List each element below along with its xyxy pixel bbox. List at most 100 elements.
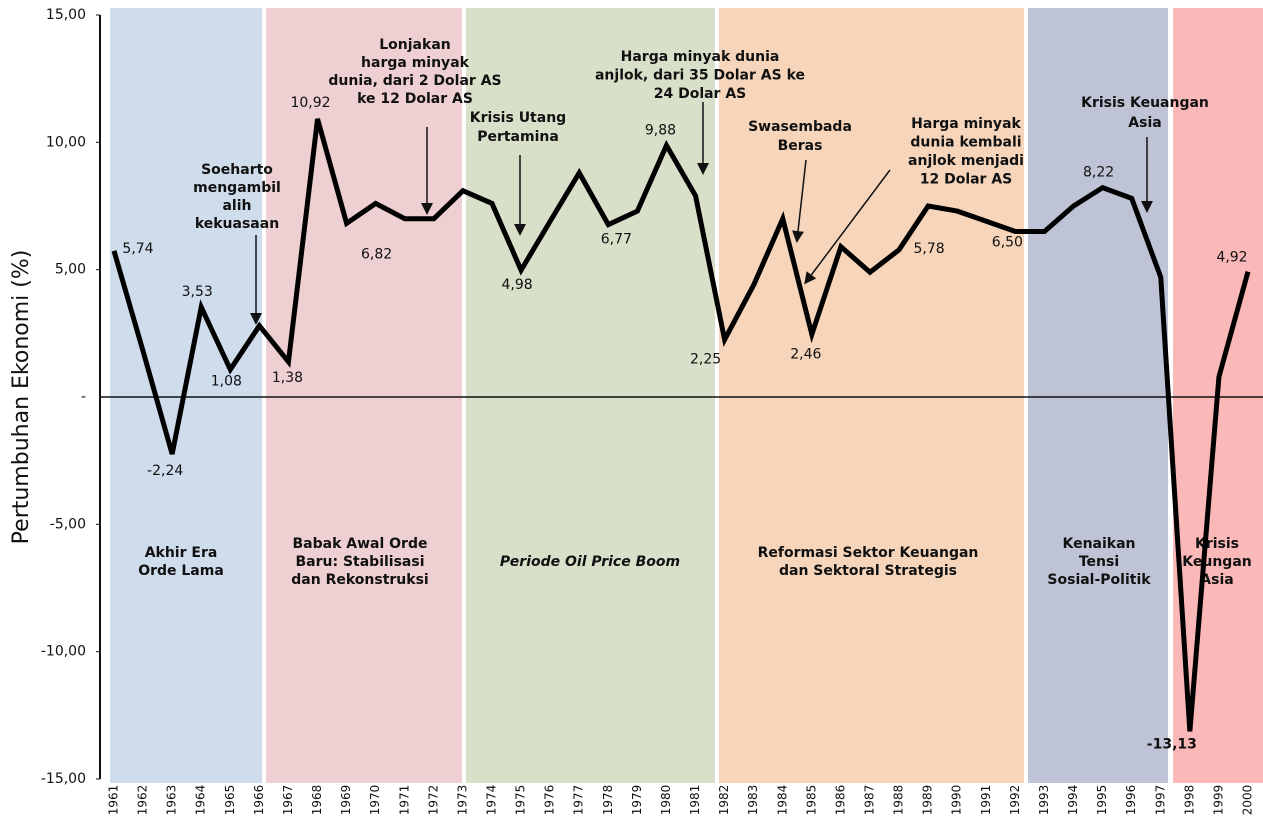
y-tick-label: 10,00 <box>46 134 86 150</box>
annotation: harga minyak <box>361 55 470 71</box>
x-tick-label: 1999 <box>1211 785 1225 816</box>
value-label: 5,78 <box>913 241 944 257</box>
value-label: 2,46 <box>790 346 821 362</box>
x-tick-label: 1997 <box>1153 785 1167 816</box>
period-label: Sosial-Politik <box>1047 572 1151 588</box>
x-tick-label: 1968 <box>310 785 324 816</box>
value-label: 8,22 <box>1083 165 1114 181</box>
annotation: Krisis Keuangan <box>1081 95 1209 111</box>
x-tick-label: 1973 <box>455 785 469 816</box>
annotation: anjlok, dari 35 Dolar AS ke <box>595 68 805 84</box>
x-tick-label: 1990 <box>950 785 964 816</box>
period-label: Orde Lama <box>138 563 224 579</box>
value-label: 10,92 <box>290 95 330 111</box>
period-label: Keungan <box>1182 554 1251 570</box>
y-tick-label: -10,00 <box>41 644 86 660</box>
annotation: Harga minyak dunia <box>621 49 780 65</box>
x-tick-label: 1975 <box>514 785 528 816</box>
x-tick-label: 1962 <box>136 785 150 816</box>
period-label: Tensi <box>1079 554 1119 570</box>
annotation: Harga minyak <box>911 116 1021 132</box>
value-label: 3,53 <box>182 284 213 300</box>
x-tick-label: 1976 <box>543 785 557 816</box>
band <box>266 8 462 783</box>
period-label: dan Sektoral Strategis <box>779 563 957 579</box>
period-label: Asia <box>1200 572 1233 588</box>
x-tick-label: 1988 <box>892 785 906 816</box>
annotation: Soeharto <box>201 162 273 178</box>
x-tick-label: 1969 <box>339 785 353 816</box>
y-tick-label: 5,00 <box>55 262 86 278</box>
x-tick-label: 1978 <box>601 785 615 816</box>
period-bands <box>110 8 1263 783</box>
y-tick-label: -15,00 <box>41 771 86 787</box>
value-label: 2,25 <box>690 352 721 368</box>
x-tick-label: 1963 <box>165 785 179 816</box>
value-label: 1,38 <box>272 370 303 386</box>
x-tick-label: 1977 <box>572 785 586 816</box>
y-tick-label: 15,00 <box>46 7 86 23</box>
y-axis-label: Pertumbuhan Ekonomi (%) <box>9 250 34 545</box>
period-label: Reformasi Sektor Keuangan <box>758 545 979 561</box>
annotation: anjlok menjadi <box>908 153 1024 169</box>
annotation: mengambil <box>193 180 281 196</box>
x-tick-label: 1982 <box>717 785 731 816</box>
annotation: Asia <box>1128 115 1161 131</box>
band <box>719 8 1024 783</box>
x-tick-label: 1985 <box>804 785 818 816</box>
x-tick-label: 1965 <box>223 785 237 816</box>
period-label: Babak Awal Orde <box>293 536 428 552</box>
annotation: kekuasaan <box>195 216 279 232</box>
period-label: Krisis <box>1195 536 1239 552</box>
x-tick-label: 1995 <box>1095 785 1109 816</box>
x-tick-label: 1992 <box>1008 785 1022 816</box>
period-label: Kenaikan <box>1062 536 1135 552</box>
value-label: 6,77 <box>601 232 632 248</box>
x-tick-label: 1984 <box>775 785 789 816</box>
annotation: Beras <box>778 138 823 154</box>
value-label: 1,08 <box>211 373 242 389</box>
annotation-arrow <box>792 159 807 243</box>
x-tick-label: 1994 <box>1066 785 1080 816</box>
annotation: ke 12 Dolar AS <box>357 91 473 107</box>
x-tick-label: 1986 <box>833 785 847 816</box>
value-label: 4,98 <box>501 277 532 293</box>
x-tick-label: 1979 <box>630 785 644 816</box>
y-tick-label: -5,00 <box>50 516 86 532</box>
x-tick-label: 1987 <box>863 785 877 816</box>
x-tick-label: 1980 <box>659 785 673 816</box>
period-label: Periode Oil Price Boom <box>500 554 680 570</box>
x-tick-label: 1964 <box>194 785 208 816</box>
x-tick-label: 1971 <box>397 785 411 816</box>
value-label: 6,50 <box>992 234 1023 250</box>
x-tick-label: 1996 <box>1124 785 1138 816</box>
annotation: dunia, dari 2 Dolar AS <box>328 73 501 89</box>
band <box>466 8 715 783</box>
x-tick-label: 1991 <box>979 785 993 816</box>
x-tick-label: 1961 <box>107 785 121 816</box>
x-tick-label: 1981 <box>688 785 702 816</box>
period-label: Akhir Era <box>145 545 218 561</box>
annotation: Swasembada <box>748 119 852 135</box>
x-tick-label: 1974 <box>485 785 499 816</box>
annotation: Lonjakan <box>379 37 450 53</box>
value-label: 6,82 <box>361 246 392 262</box>
x-tick-label: 1967 <box>281 785 295 816</box>
x-tick-label: 1998 <box>1182 785 1196 816</box>
x-tick-label: 2000 <box>1241 785 1255 816</box>
period-label: Baru: Stabilisasi <box>295 554 424 570</box>
annotation: 12 Dolar AS <box>920 172 1013 188</box>
value-label: 9,88 <box>645 122 676 138</box>
annotation-arrow <box>804 169 891 285</box>
value-label: 4,92 <box>1216 250 1247 266</box>
annotation: 24 Dolar AS <box>654 86 747 102</box>
x-tick-label: 1983 <box>746 785 760 816</box>
x-tick-label: 1970 <box>368 785 382 816</box>
value-label: -2,24 <box>147 463 183 479</box>
annotation: Pertamina <box>477 129 559 145</box>
band <box>1028 8 1168 783</box>
line <box>111 118 1251 732</box>
value-label: -13,13 <box>1147 736 1197 752</box>
x-tick-label: 1972 <box>426 785 440 816</box>
annotation: alih <box>222 198 251 214</box>
